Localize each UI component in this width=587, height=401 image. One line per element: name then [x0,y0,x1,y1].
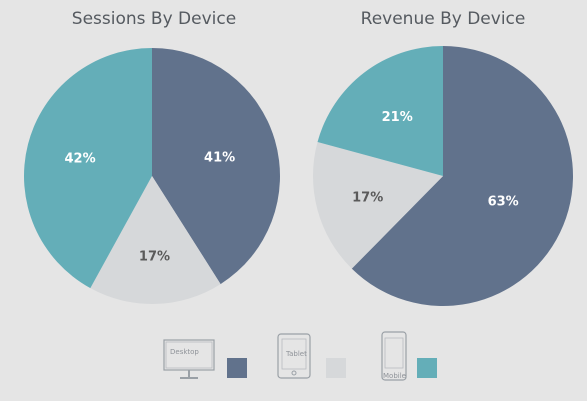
legend-swatch-mobile [417,358,437,378]
pie-label-mobile: 21% [382,110,413,125]
legend-swatch-tablet [326,358,346,378]
desktop-monitor-icon [163,339,215,379]
pie-slice-mobile [23,48,153,289]
pie-slice-tablet [90,176,221,304]
legend-label-mobile: Mobile [383,372,406,380]
legend-label-desktop: Desktop [170,348,199,356]
legend-swatch-desktop [227,358,247,378]
pie-label-mobile: 42% [65,152,96,167]
revenue-pie-chart: 63% 17% 21% [313,46,574,306]
pie-slice-desktop [351,46,574,306]
pie-slice-mobile [317,46,443,176]
chart-title-revenue: Revenue By Device [360,9,526,29]
pie-slice-desktop [152,48,280,285]
pie-label-desktop: 63% [488,195,519,210]
pie-label-tablet: 17% [139,249,170,264]
pie-label-tablet: 17% [352,190,383,205]
mobile-phone-icon [381,331,407,381]
tablet-icon [277,333,311,379]
legend: Desktop Tablet Mobile [0,330,587,390]
sessions-pie-chart: 41% 17% 42% [23,48,280,304]
chart-title-sessions: Sessions By Device [71,9,237,29]
legend-label-tablet: Tablet [286,350,307,358]
pie-slice-tablet [313,142,443,269]
pie-label-desktop: 41% [204,150,235,165]
